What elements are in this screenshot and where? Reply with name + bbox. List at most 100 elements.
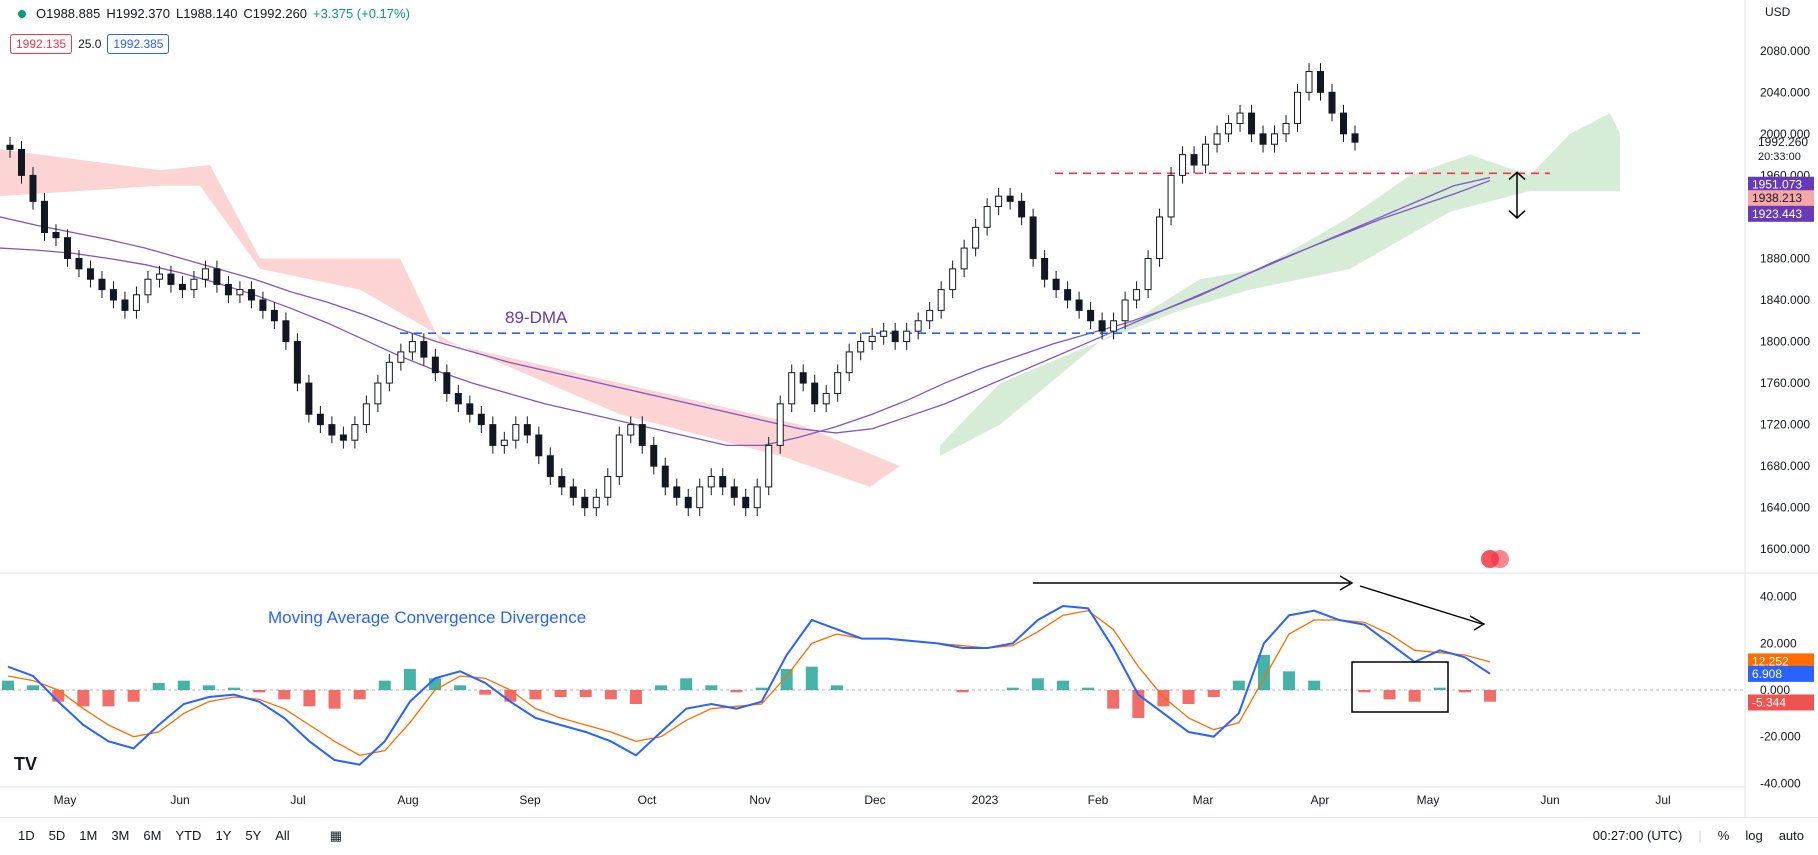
candle-body — [1213, 133, 1221, 145]
candle-body — [1064, 289, 1072, 301]
percent-toggle[interactable]: % — [1717, 828, 1730, 843]
candle-body — [1282, 122, 1290, 135]
bid-box[interactable]: 1992.135 — [10, 34, 73, 54]
clock-time[interactable]: 00:27:00 (UTC) — [1592, 828, 1683, 843]
candle-body — [293, 341, 301, 384]
candle-body — [753, 486, 761, 509]
date-range-icon[interactable]: ▦ — [329, 828, 342, 843]
candle-body — [949, 268, 957, 291]
histogram-highlight-box — [1351, 661, 1449, 713]
candle-body — [1202, 143, 1210, 166]
candle-body — [167, 273, 175, 285]
candle-body — [926, 309, 934, 322]
macd-histogram-bar — [1031, 678, 1044, 690]
candle-body — [742, 496, 750, 509]
candle-body — [696, 486, 704, 509]
low-value: L1988.140 — [175, 6, 238, 21]
tf-3m[interactable]: 3M — [111, 828, 130, 843]
tf-1y[interactable]: 1Y — [215, 828, 232, 843]
status-dot-icon — [18, 9, 26, 18]
price-tick-label: 1720.000 — [1760, 418, 1810, 432]
tf-1d[interactable]: 1D — [18, 828, 35, 843]
candle-body — [1098, 320, 1106, 332]
candle-body — [1259, 133, 1267, 145]
range-arrow-head-up — [1508, 171, 1526, 181]
macd-histogram-bar — [1207, 690, 1220, 697]
price-tick-label: 1800.000 — [1760, 335, 1810, 349]
chart-canvas[interactable]: 2080.0002040.0002000.0001960.0001920.000… — [0, 0, 1818, 817]
candle-body — [546, 455, 554, 478]
candle-body — [1248, 112, 1256, 135]
macd-histogram-bar — [1232, 680, 1245, 690]
bearish-cloud — [0, 149, 900, 487]
month-tick-label: Oct — [638, 793, 657, 807]
candle-body — [6, 144, 14, 150]
divergence-arrowhead-flat — [1339, 575, 1354, 591]
macd-histogram-bar — [378, 680, 391, 690]
candle-body — [799, 372, 807, 384]
month-tick-label: Nov — [749, 793, 770, 807]
macd-histogram-bar — [1257, 655, 1270, 690]
candle-body — [75, 257, 83, 270]
candle-body — [845, 351, 853, 374]
tf-5y[interactable]: 5Y — [245, 828, 262, 843]
candle-body — [891, 330, 899, 343]
candle-body — [224, 283, 232, 296]
candle-body — [960, 247, 968, 270]
macd-histogram-bar — [805, 666, 818, 690]
macd-line-value-bg — [1748, 665, 1814, 682]
change-value: +3.375 (+0.17%) — [313, 6, 410, 21]
macd-histogram-bar — [755, 687, 768, 690]
price-tick-label: 2040.000 — [1760, 85, 1810, 99]
candle-body — [1236, 112, 1244, 124]
candle-body — [983, 206, 991, 228]
price-tick-label: 1640.000 — [1760, 501, 1810, 515]
candle-body — [86, 268, 94, 280]
cloud-bottom-label: 1923.443 — [1752, 207, 1802, 221]
candle-body — [385, 361, 393, 384]
candle-body — [1271, 133, 1279, 145]
candle-body — [1144, 257, 1152, 291]
macd-histogram-bar — [604, 690, 617, 700]
macd-histogram-bar — [655, 685, 668, 690]
candle-body — [351, 424, 359, 441]
candle-body — [420, 341, 428, 358]
macd-histogram-bar — [554, 690, 567, 697]
candle-body — [443, 372, 451, 394]
candle-body — [259, 299, 267, 311]
candle-body — [730, 486, 738, 498]
macd-histogram-bar — [328, 690, 341, 709]
macd-histogram-bar — [629, 690, 642, 704]
macd-hist-value: -5.344 — [1752, 695, 1786, 709]
macd-histogram-bar — [454, 685, 467, 690]
macd-histogram-bar — [479, 690, 492, 695]
candle-body — [178, 283, 186, 291]
tf-ytd[interactable]: YTD — [175, 828, 202, 843]
candle-body — [972, 226, 980, 249]
ask-box[interactable]: 1992.385 — [107, 34, 170, 54]
candle-body — [1029, 216, 1037, 259]
macd-histogram-bar — [705, 685, 718, 690]
candle-body — [857, 341, 865, 353]
moving-average-line-long — [0, 179, 1491, 447]
cloud-mid-label-bg — [1748, 190, 1814, 207]
tf-all[interactable]: All — [275, 828, 290, 843]
candle-body — [17, 148, 25, 176]
candle-body — [822, 392, 830, 405]
tf-6m[interactable]: 6M — [143, 828, 162, 843]
tf-5d[interactable]: 5D — [48, 828, 66, 843]
month-tick-label: Apr — [1311, 793, 1330, 807]
auto-toggle[interactable]: auto — [1778, 828, 1804, 843]
tf-1m[interactable]: 1M — [79, 828, 98, 843]
candle-body — [650, 444, 658, 467]
macd-histogram-bar — [504, 690, 517, 702]
log-toggle[interactable]: log — [1745, 828, 1763, 843]
macd-histogram-bar — [1308, 680, 1321, 690]
candle-body — [1006, 195, 1014, 202]
candle-body — [52, 232, 60, 239]
candle-body — [581, 496, 589, 509]
macd-line-value: 6.908 — [1752, 667, 1782, 681]
candle-body — [1317, 71, 1325, 93]
candle-body — [661, 465, 669, 488]
